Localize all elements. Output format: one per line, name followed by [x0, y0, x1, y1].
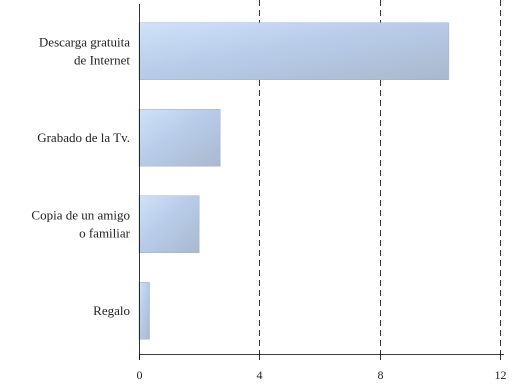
bars	[138, 22, 450, 340]
x-tick-label: 0	[137, 368, 143, 382]
category-label: Descarga gratuita de Internet	[39, 34, 130, 67]
x-tick-label: 4	[257, 368, 263, 382]
category-label: Copia de un amigo o familiar	[31, 207, 130, 240]
category-label: Grabado de la Tv.	[37, 130, 130, 145]
category-label-line: Grabado de la Tv.	[37, 130, 130, 145]
category-label-line: de Internet	[74, 52, 130, 67]
x-tick-label: 8	[378, 368, 384, 382]
grid-lines	[259, 0, 501, 354]
category-label-line: Descarga gratuita	[39, 34, 130, 49]
category-labels: Descarga gratuita de Internet Grabado de l…	[31, 34, 130, 318]
category-label-line: o familiar	[79, 225, 131, 240]
category-label-line: Copia de un amigo	[31, 207, 130, 222]
category-label-line: Regalo	[93, 303, 130, 318]
bar	[138, 195, 200, 253]
category-label: Regalo	[93, 303, 130, 318]
bar	[138, 109, 221, 167]
x-tick-label: 12	[495, 368, 507, 382]
bar	[138, 282, 150, 340]
x-axis: 0 4 8 12	[137, 4, 507, 382]
bar	[138, 22, 450, 80]
